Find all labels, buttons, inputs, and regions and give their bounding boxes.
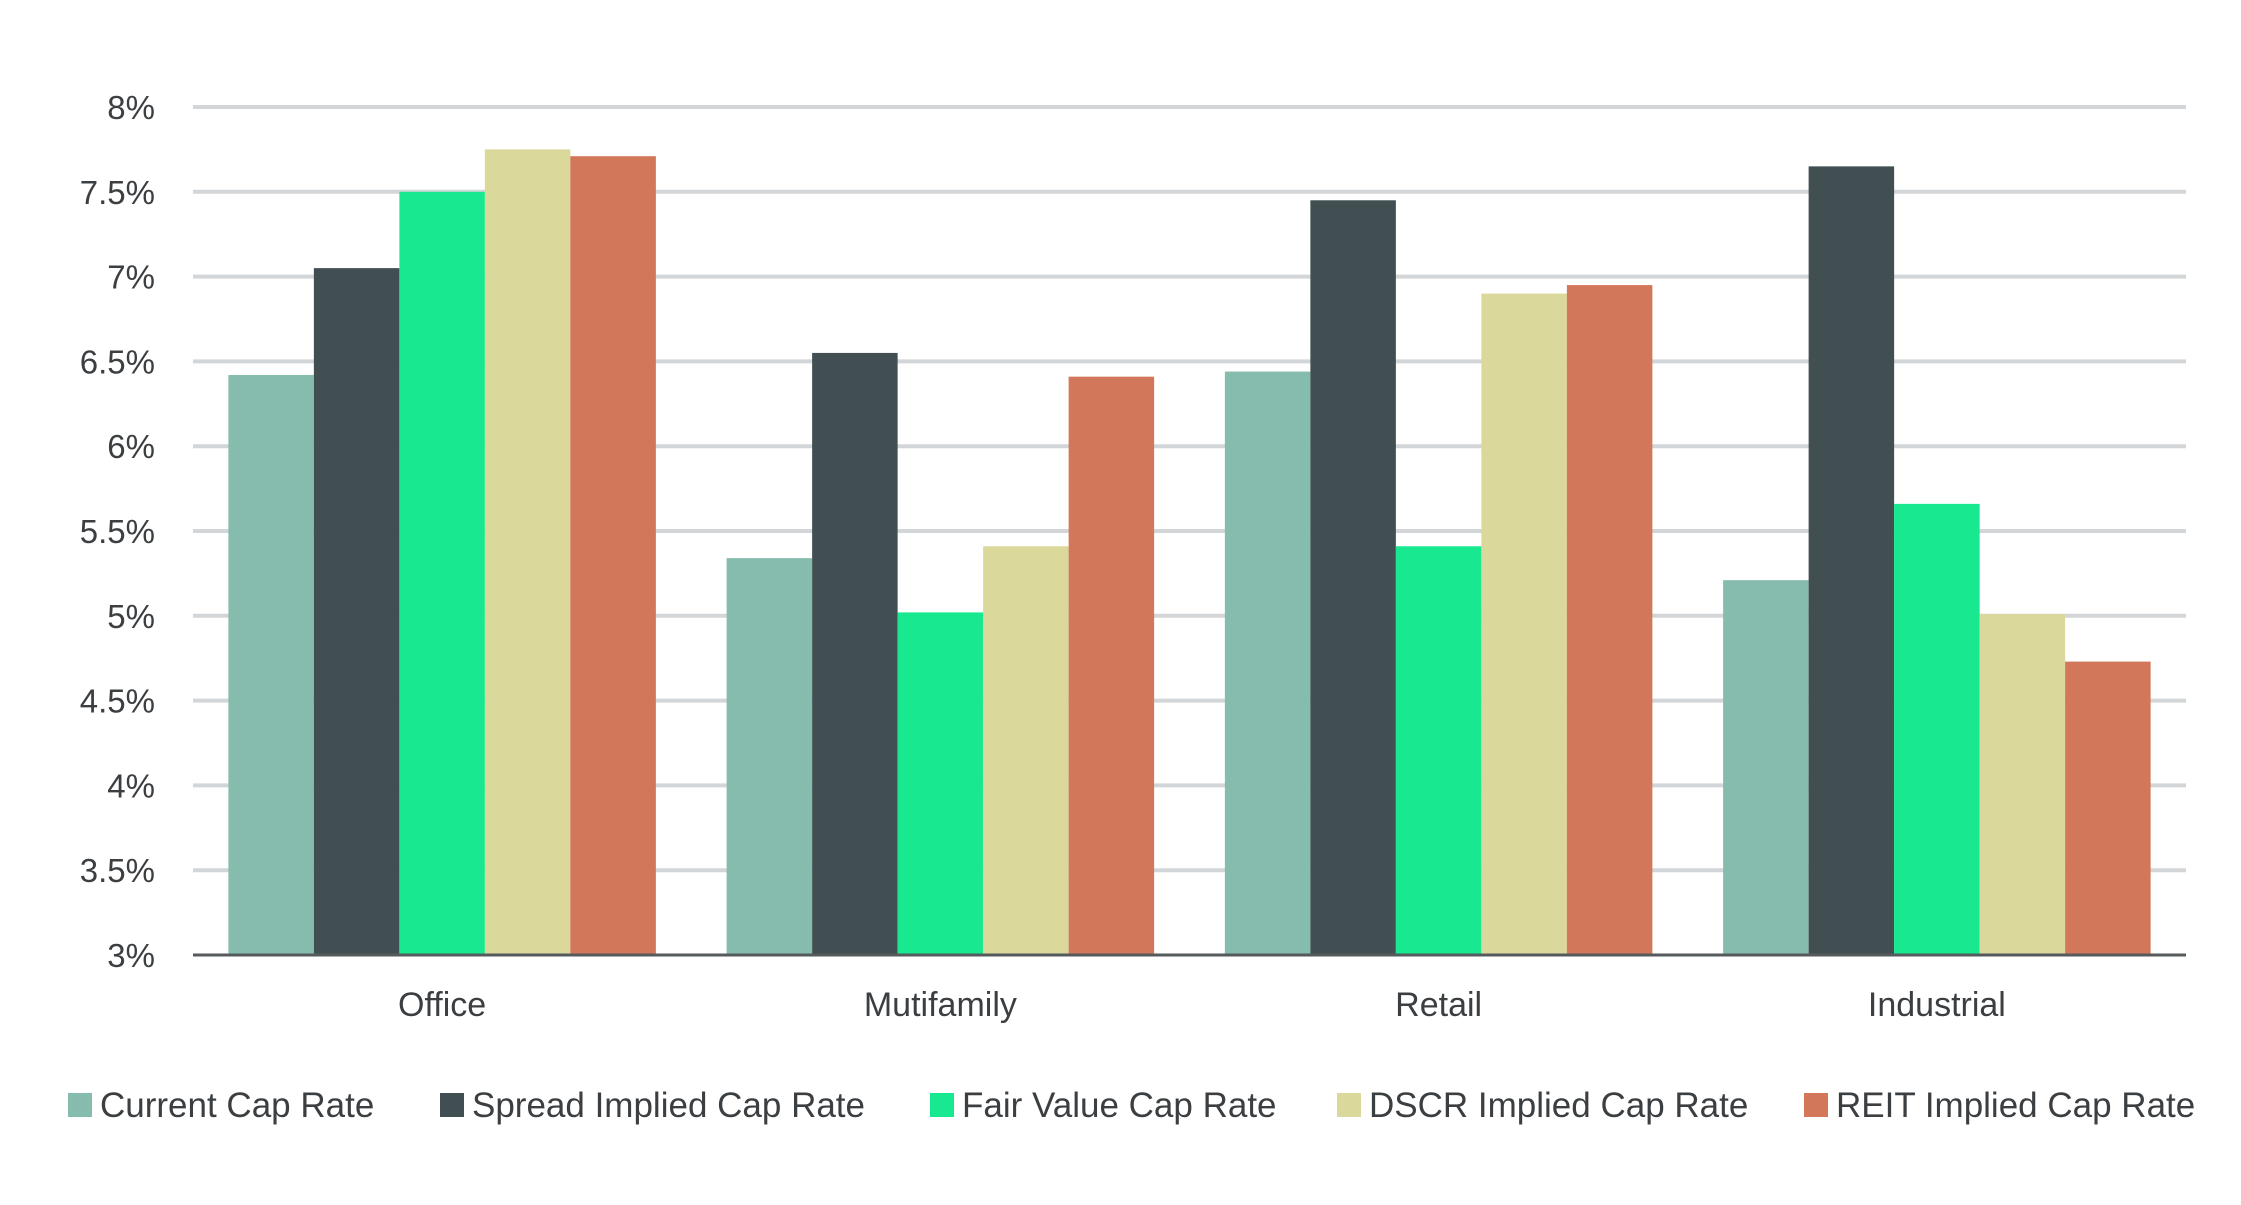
category-label: Industrial (1868, 986, 2006, 1024)
bar (1068, 376, 1155, 955)
y-tick-label: 3% (107, 937, 155, 974)
legend-label: Current Cap Rate (100, 1086, 374, 1125)
legend-swatch (930, 1093, 954, 1117)
legend-swatch (440, 1093, 464, 1117)
bar (1808, 166, 1895, 956)
bar (1894, 503, 1980, 955)
category-label: Mutifamily (864, 986, 1017, 1024)
bars (228, 149, 2151, 956)
y-tick-label: 7% (107, 259, 155, 296)
category-label: Office (398, 986, 486, 1024)
bar (1310, 200, 1396, 955)
bar (983, 546, 1069, 955)
bar (570, 156, 656, 955)
bar (1979, 614, 2066, 955)
bar (726, 558, 813, 955)
y-tick-label: 5.5% (80, 513, 155, 550)
legend-label: Fair Value Cap Rate (962, 1086, 1277, 1125)
bar (1723, 580, 1809, 955)
bar (897, 612, 984, 955)
y-tick-label: 5% (107, 598, 155, 635)
bar (1224, 371, 1311, 955)
legend-label: Spread Implied Cap Rate (472, 1086, 865, 1125)
y-tick-label: 8% (107, 89, 155, 126)
y-tick-labels: 3% 3.5% 4% 4.5% 5% 5.5% 6% 6.5% 7% 7.5% 8% (80, 89, 155, 974)
bar (1395, 546, 1482, 955)
y-tick-label: 4.5% (80, 683, 155, 720)
legend-swatch (1804, 1093, 1828, 1117)
legend: Current Cap Rate Spread Implied Cap Rate F… (68, 1086, 2195, 1125)
bar (1566, 285, 1653, 956)
bar (484, 149, 571, 955)
bar (399, 191, 485, 956)
y-tick-label: 6% (107, 428, 155, 465)
y-tick-label: 4% (107, 767, 155, 804)
category-label: Retail (1395, 986, 1482, 1024)
bar (313, 268, 400, 955)
legend-label: REIT Implied Cap Rate (1836, 1086, 2195, 1125)
legend-swatch (1337, 1093, 1361, 1117)
bar (228, 374, 314, 955)
legend-label: DSCR Implied Cap Rate (1369, 1086, 1748, 1125)
legend-swatch (68, 1093, 92, 1117)
category-labels: Office Mutifamily Retail Industrial (398, 986, 2006, 1024)
bar (812, 352, 898, 955)
y-tick-label: 7.5% (80, 174, 155, 211)
bar (1481, 293, 1567, 955)
y-tick-label: 6.5% (80, 343, 155, 380)
bar (2065, 661, 2151, 955)
y-tick-label: 3.5% (80, 852, 155, 889)
